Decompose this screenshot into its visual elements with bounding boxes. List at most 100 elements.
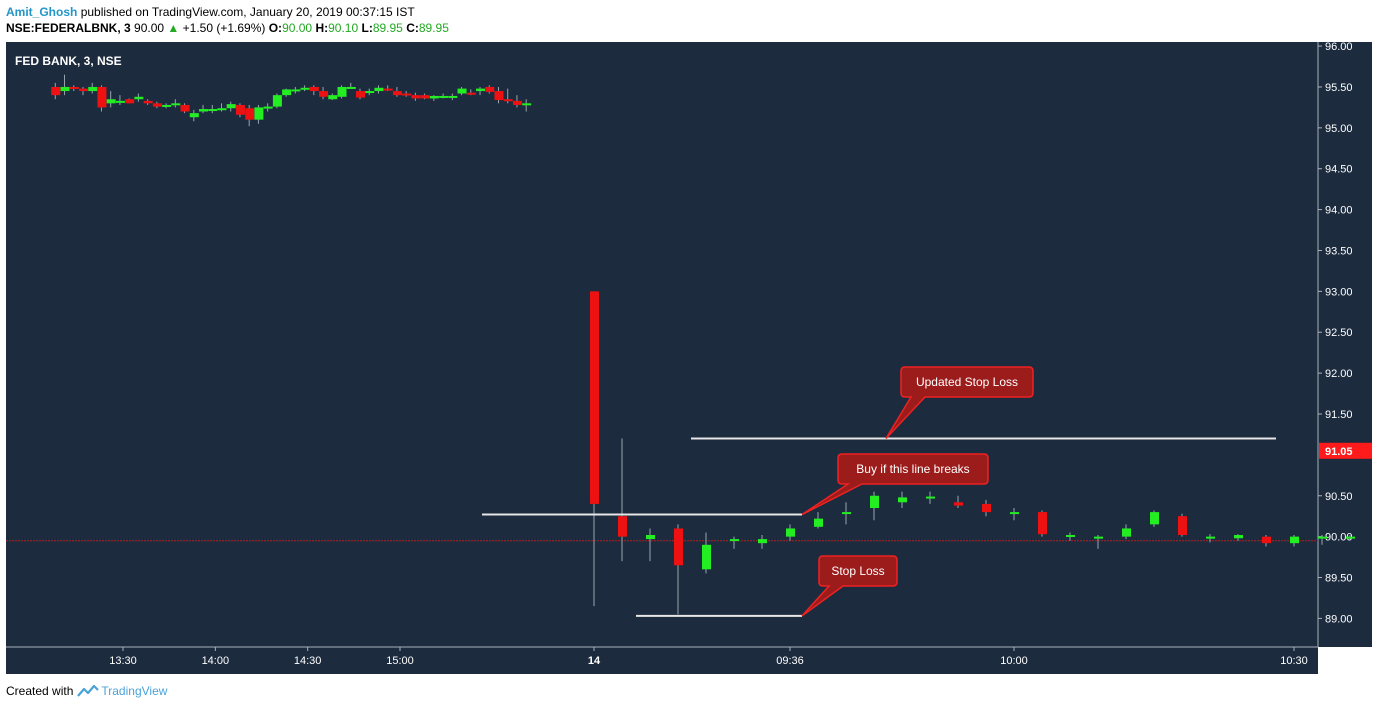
candle-up[interactable] (730, 539, 739, 542)
candle-down[interactable] (1038, 512, 1047, 535)
candle-up[interactable] (291, 89, 301, 92)
candle-down[interactable] (235, 104, 245, 115)
candle-down[interactable] (1262, 536, 1271, 544)
candle-up[interactable] (1234, 534, 1243, 539)
candle-up[interactable] (60, 86, 70, 92)
candle-up[interactable] (457, 88, 467, 94)
candle-up[interactable] (898, 497, 907, 503)
callout-box[interactable] (885, 366, 1034, 440)
candle-up[interactable] (1066, 534, 1075, 537)
candle-up[interactable] (1010, 512, 1019, 515)
chart-title: FED BANK, 3, NSE (15, 54, 122, 68)
time-axis[interactable] (6, 647, 1318, 674)
candle-up[interactable] (134, 96, 144, 100)
candle-up[interactable] (282, 89, 292, 96)
candle-up[interactable] (88, 86, 98, 92)
candle-up[interactable] (814, 518, 823, 527)
candle-up[interactable] (226, 104, 236, 109)
candlestick-chart[interactable]: FED BANK, 3, NSE 96.00 95.50 95.00 94.50 94.0… (6, 42, 1372, 674)
candle-up[interactable] (1094, 536, 1103, 539)
candle-up[interactable] (786, 528, 795, 537)
candle-up[interactable] (702, 544, 711, 570)
candle-up[interactable] (1318, 536, 1327, 539)
candle-down[interactable] (392, 91, 402, 96)
candle-up[interactable] (1290, 536, 1299, 544)
candle-up[interactable] (337, 86, 347, 97)
candle-down[interactable] (69, 86, 79, 89)
candle-down[interactable] (319, 91, 329, 97)
candle-down[interactable] (411, 95, 421, 99)
candle-up[interactable] (199, 109, 209, 112)
author-link[interactable]: Amit_Ghosh (6, 5, 78, 19)
candle-up[interactable] (328, 95, 338, 100)
candle-down[interactable] (180, 104, 190, 112)
candle-up[interactable] (162, 104, 172, 107)
low-value: 89.95 (372, 21, 403, 35)
candle-down[interactable] (503, 99, 513, 102)
candle-up[interactable] (1346, 536, 1355, 539)
high-label: H: (315, 21, 329, 35)
candle-down[interactable] (420, 95, 430, 99)
candle-down[interactable] (485, 86, 495, 92)
candle-up[interactable] (374, 87, 384, 92)
candle-down[interactable] (590, 291, 599, 504)
candle-up[interactable] (208, 109, 218, 112)
callout-label: Stop Loss (831, 564, 884, 578)
candle-down[interactable] (494, 91, 504, 101)
y-tick-label: 92.00 (1325, 368, 1353, 380)
tradingview-brand-link[interactable]: TradingView (101, 684, 168, 698)
candle-up[interactable] (1122, 528, 1131, 537)
candle-down[interactable] (982, 503, 991, 513)
candle-down[interactable] (51, 86, 61, 96)
callout-box[interactable] (801, 453, 989, 516)
candle-down[interactable] (512, 100, 522, 105)
candle-up[interactable] (300, 87, 310, 90)
candle-up[interactable] (1206, 536, 1215, 539)
candle-up[interactable] (189, 113, 199, 118)
price-axis[interactable] (1318, 42, 1372, 647)
candle-up[interactable] (926, 496, 935, 499)
candle-down[interactable] (245, 108, 255, 120)
candle-down[interactable] (466, 92, 476, 95)
candle-up[interactable] (842, 512, 851, 515)
candle-up[interactable] (106, 99, 116, 104)
candle-up[interactable] (448, 95, 458, 98)
candle-up[interactable] (522, 103, 532, 106)
candle-up[interactable] (171, 103, 181, 106)
candle-up[interactable] (346, 86, 356, 89)
candle-down[interactable] (125, 99, 135, 104)
candle-down[interactable] (355, 91, 365, 98)
candle-up[interactable] (1150, 512, 1159, 525)
candle-up[interactable] (115, 100, 125, 103)
current-price-tag (1319, 442, 1372, 459)
candle-down[interactable] (618, 516, 627, 537)
candle-up[interactable] (476, 88, 486, 92)
high-value: 90.10 (328, 21, 359, 35)
candle-up[interactable] (272, 95, 282, 107)
plot-area[interactable] (6, 42, 1318, 647)
candle-down[interactable] (1178, 516, 1187, 535)
candle-up[interactable] (365, 91, 375, 94)
candle-up[interactable] (263, 106, 273, 109)
candle-up[interactable] (646, 534, 655, 540)
candle-up[interactable] (439, 95, 449, 98)
y-tick-label: 90.50 (1325, 491, 1353, 503)
candle-down[interactable] (78, 88, 88, 92)
candle-down[interactable] (143, 100, 153, 104)
candle-down[interactable] (954, 502, 963, 506)
candle-up[interactable] (429, 95, 439, 99)
candle-up[interactable] (870, 495, 879, 509)
candle-up[interactable] (758, 539, 767, 544)
x-tick-label: 14:30 (294, 655, 322, 667)
candle-down[interactable] (402, 93, 412, 96)
candle-down[interactable] (97, 86, 107, 108)
candle-down[interactable] (152, 103, 162, 107)
last-price: 90.00 (134, 21, 165, 35)
candle-down[interactable] (674, 528, 683, 566)
candle-down[interactable] (383, 88, 393, 91)
callout-box[interactable] (801, 555, 898, 617)
candle-down[interactable] (309, 86, 319, 92)
candle-up[interactable] (254, 107, 264, 120)
ohlc-line: NSE:FEDERALBNK, 3 90.00 ▲ +1.50 (+1.69%)… (6, 20, 449, 36)
candle-up[interactable] (217, 108, 227, 111)
